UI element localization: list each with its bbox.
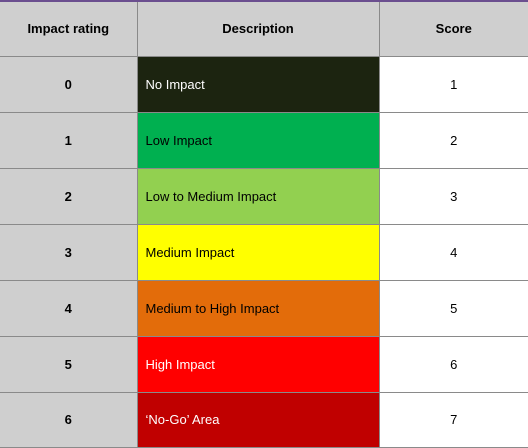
description-cell: Low to Medium Impact: [136, 167, 380, 225]
table-row: 4 Medium to High Impact 5: [0, 279, 528, 337]
description-cell: High Impact: [136, 335, 380, 393]
rating-cell: 1: [0, 111, 138, 169]
table-header-row: Impact rating Description Score: [0, 2, 528, 57]
header-score: Score: [378, 2, 528, 57]
score-cell: 3: [378, 167, 528, 225]
header-description: Description: [136, 2, 380, 57]
table-row: 1 Low Impact 2: [0, 111, 528, 169]
score-cell: 4: [378, 223, 528, 281]
description-cell: Low Impact: [136, 111, 380, 169]
rating-cell: 2: [0, 167, 138, 225]
rating-cell: 0: [0, 55, 138, 113]
table-row: 3 Medium Impact 4: [0, 223, 528, 281]
description-cell: No Impact: [136, 55, 380, 113]
header-impact-rating: Impact rating: [0, 2, 138, 57]
score-cell: 6: [378, 335, 528, 393]
table-row: 0 No Impact 1: [0, 55, 528, 113]
description-cell: ‘No-Go’ Area: [136, 391, 380, 448]
score-cell: 1: [378, 55, 528, 113]
score-cell: 7: [378, 391, 528, 448]
rating-cell: 3: [0, 223, 138, 281]
description-cell: Medium Impact: [136, 223, 380, 281]
rating-cell: 5: [0, 335, 138, 393]
table-row: 5 High Impact 6: [0, 335, 528, 393]
table-row: 6 ‘No-Go’ Area 7: [0, 391, 528, 448]
table-row: 2 Low to Medium Impact 3: [0, 167, 528, 225]
rating-cell: 6: [0, 391, 138, 448]
description-cell: Medium to High Impact: [136, 279, 380, 337]
rating-cell: 4: [0, 279, 138, 337]
score-cell: 2: [378, 111, 528, 169]
score-cell: 5: [378, 279, 528, 337]
